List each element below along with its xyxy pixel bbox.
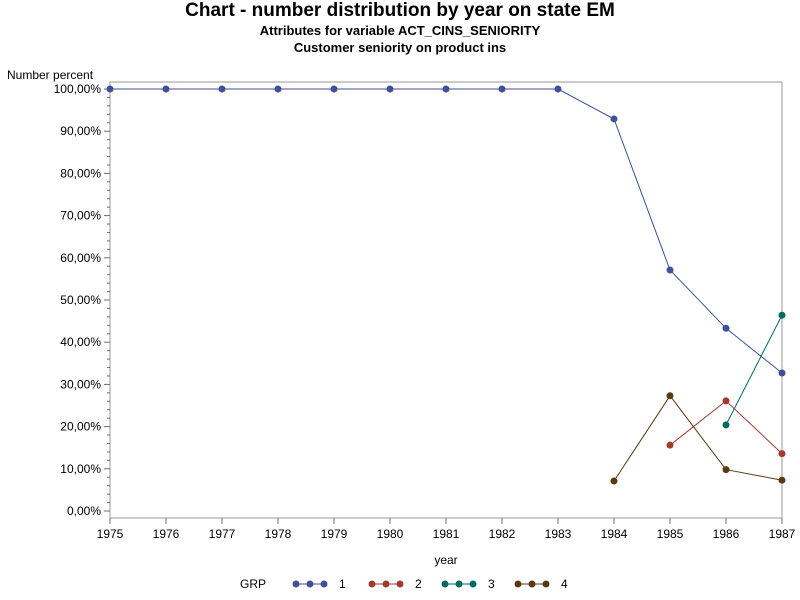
x-tick-label: 1979	[321, 527, 348, 541]
data-point-4	[722, 466, 730, 474]
series-line-4	[613, 394, 783, 482]
legend-label-1: 1	[339, 577, 346, 591]
x-tick-label: 1985	[657, 527, 684, 541]
y-tick-label: 0,00%	[67, 504, 101, 518]
legend-label-3: 3	[488, 577, 495, 591]
axes: 0,00% 10,00% 20,00% 30,00% 40,00% 50,00% 60,00…	[54, 82, 796, 541]
y-tick-label: 90,00%	[60, 124, 101, 138]
x-tick-label: 1980	[377, 527, 404, 541]
data-point-4	[610, 477, 618, 485]
legend-label-2: 2	[415, 577, 422, 591]
x-tick-label: 1976	[153, 527, 180, 541]
y-tick-label: 100,00%	[54, 82, 102, 96]
y-tick-label: 20,00%	[60, 420, 101, 434]
chart-subtitle: Attributes for variable ACT_CINS_SENIORI…	[259, 23, 541, 38]
legend-swatch-marker	[514, 580, 522, 588]
y-tick-label: 10,00%	[60, 462, 101, 476]
data-point-1	[218, 85, 226, 93]
data-point-3	[778, 311, 786, 319]
x-tick-label: 1978	[265, 527, 292, 541]
data-point-1	[778, 369, 786, 377]
data-point-1	[722, 324, 730, 332]
x-tick-label: 1982	[489, 527, 516, 541]
data-point-1	[666, 266, 674, 274]
plot-frame	[109, 81, 783, 519]
x-tick-label: 1984	[601, 527, 628, 541]
legend: GRP 1 2 3 4	[240, 577, 568, 591]
x-tick-label: 1987	[769, 527, 796, 541]
data-point-2	[722, 397, 730, 405]
data-point-1	[442, 85, 450, 93]
legend-swatch-marker	[320, 580, 328, 588]
legend-swatch-marker	[382, 580, 390, 588]
x-tick-label: 1977	[209, 527, 236, 541]
x-axis-label: year	[434, 553, 457, 567]
data-point-3	[722, 421, 730, 429]
legend-swatch-marker	[396, 580, 404, 588]
x-tick-label: 1986	[713, 527, 740, 541]
series-line-1	[110, 88, 783, 374]
legend-swatch-marker	[368, 580, 376, 588]
legend-swatch-marker	[542, 580, 550, 588]
legend-label-4: 4	[561, 577, 568, 591]
x-tick-label: 1975	[97, 527, 124, 541]
chart-title: Chart - number distribution by year on s…	[185, 0, 615, 21]
data-point-1	[498, 85, 506, 93]
data-point-1	[386, 85, 394, 93]
data-point-1	[162, 85, 170, 93]
y-tick-label: 70,00%	[60, 209, 101, 223]
series-line-3	[725, 314, 783, 426]
data-point-1	[106, 85, 114, 93]
chart-subtitle-2: Customer seniority on product ins	[293, 40, 507, 55]
x-tick-label: 1981	[433, 527, 460, 541]
data-point-4	[666, 392, 674, 400]
legend-swatch-marker	[455, 580, 463, 588]
y-axis-label: Number percent	[7, 68, 94, 82]
data-point-1	[554, 85, 562, 93]
data-point-1	[610, 115, 618, 123]
series-lines	[110, 88, 783, 482]
legend-title: GRP	[240, 577, 266, 591]
y-tick-label: 50,00%	[60, 293, 101, 307]
series-points	[106, 85, 786, 485]
legend-swatch-marker	[528, 580, 536, 588]
data-point-2	[778, 450, 786, 458]
x-tick-label: 1983	[545, 527, 572, 541]
y-tick-label: 60,00%	[60, 251, 101, 265]
data-point-1	[330, 85, 338, 93]
y-tick-label: 40,00%	[60, 335, 101, 349]
legend-swatch-marker	[469, 580, 477, 588]
legend-swatch-marker	[441, 580, 449, 588]
y-tick-label: 30,00%	[60, 377, 101, 391]
legend-swatch-marker	[292, 580, 300, 588]
legend-swatch-marker	[306, 580, 314, 588]
data-point-2	[666, 441, 674, 449]
y-tick-label: 80,00%	[60, 166, 101, 180]
data-point-4	[778, 476, 786, 484]
data-point-1	[274, 85, 282, 93]
